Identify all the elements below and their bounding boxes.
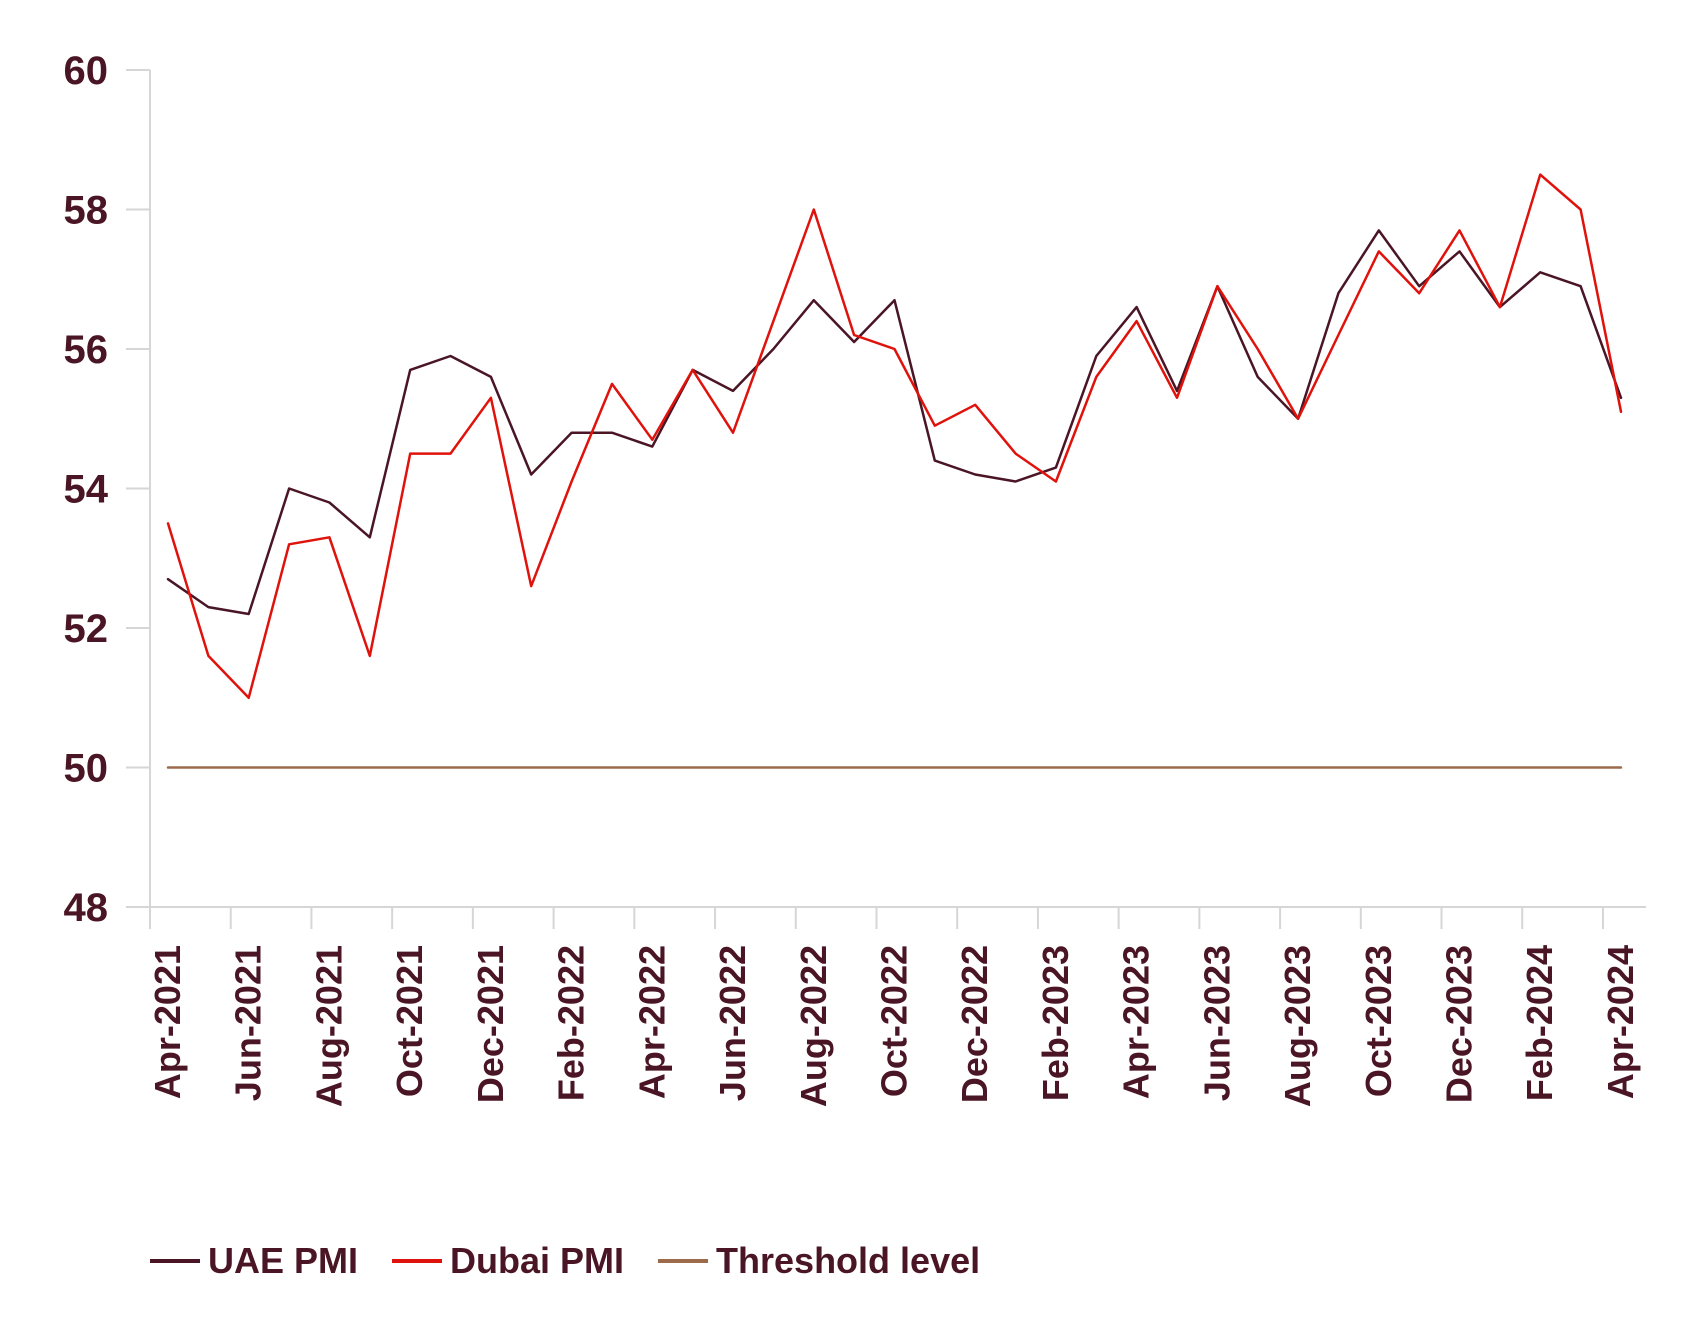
y-tick-label: 48: [64, 886, 109, 930]
y-tick-label: 56: [64, 328, 109, 372]
series-line-dubai-pmi: [166, 173, 1623, 700]
series-lines: [166, 173, 1623, 769]
x-tick-label: Oct-2021: [389, 945, 430, 1097]
x-tick-label: Dec-2021: [470, 945, 511, 1103]
y-axis-labels: 48 50 52 54 56 58 60: [64, 49, 109, 930]
x-tick-label: Jun-2022: [712, 945, 753, 1101]
x-tick-label: Apr-2023: [1116, 945, 1157, 1099]
y-tick-label: 50: [64, 747, 109, 791]
x-tick-label: Jun-2021: [228, 945, 269, 1101]
y-tick-label: 54: [64, 468, 109, 512]
legend-swatch-threshold: [658, 1259, 709, 1263]
x-tick-label: Jun-2023: [1196, 945, 1237, 1101]
axes: [126, 69, 1646, 929]
x-tick-label: Feb-2023: [1035, 945, 1076, 1101]
x-tick-label: Dec-2023: [1439, 945, 1480, 1103]
legend: UAE PMI Dubai PMI Threshold level: [150, 1240, 1014, 1282]
legend-label-uae-pmi: UAE PMI: [208, 1240, 359, 1281]
legend-swatch-uae-pmi: [150, 1259, 200, 1263]
y-tick-label: 52: [64, 607, 109, 651]
x-tick-label: Feb-2024: [1519, 945, 1560, 1101]
x-tick-label: Apr-2021: [147, 945, 188, 1099]
y-tick-label: 60: [64, 49, 109, 93]
legend-item-uae-pmi: UAE PMI: [150, 1240, 358, 1282]
x-tick-label: Apr-2022: [631, 945, 672, 1099]
y-tick-label: 58: [64, 189, 109, 233]
legend-label-dubai-pmi: Dubai PMI: [450, 1240, 625, 1281]
x-tick-label: Aug-2022: [793, 945, 834, 1107]
x-tick-label: Aug-2021: [308, 945, 349, 1107]
legend-item-threshold: Threshold level: [658, 1240, 980, 1282]
x-tick-label: Aug-2023: [1277, 945, 1318, 1107]
x-tick-label: Dec-2022: [954, 945, 995, 1103]
legend-swatch-dubai-pmi: [392, 1259, 443, 1263]
x-axis-labels: Apr-2021 Jun-2021 Aug-2021 Oct-2021 Dec-2021…: [147, 945, 1641, 1107]
legend-item-dubai-pmi: Dubai PMI: [392, 1240, 624, 1282]
x-tick-label: Oct-2023: [1358, 945, 1399, 1097]
x-tick-label: Apr-2024: [1600, 945, 1641, 1099]
x-tick-label: Oct-2022: [873, 945, 914, 1097]
legend-label-threshold: Threshold level: [716, 1240, 981, 1281]
series-line-uae-pmi: [166, 229, 1623, 616]
x-tick-label: Feb-2022: [551, 945, 592, 1101]
